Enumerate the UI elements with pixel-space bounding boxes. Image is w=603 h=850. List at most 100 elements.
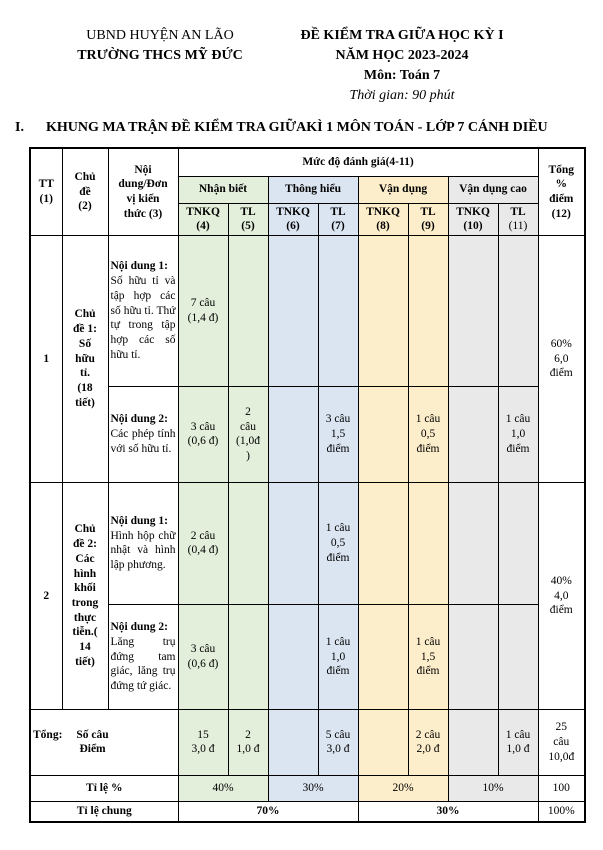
totals-nhanbiet-tl: 2 1,0 đ — [227, 708, 269, 776]
topic1-tong: 60% 6,0 điểm — [537, 234, 586, 483]
content-label: Nội dung 2: — [110, 621, 169, 634]
cell-nhanbiet-tl — [227, 603, 269, 710]
header-col-tnkq-8: TNKQ (8) — [357, 202, 409, 236]
content-label: Nội dung 1: — [110, 260, 169, 273]
cell-vandung-tnkq — [357, 481, 409, 605]
cell-vandung-tnkq — [357, 603, 409, 710]
cell-vandungcao-tl: 1 câu 1,0 điểm — [497, 385, 539, 483]
cell-vandung-tl — [407, 234, 449, 387]
topic2-content2: Nội dung 2: Lăng trụ đứng tam giác, lăng… — [107, 603, 179, 710]
ratio-thonghieu: 30% — [267, 774, 359, 802]
col-abbr: TL — [240, 205, 256, 218]
totals-thonghieu-tnkq — [267, 708, 319, 776]
overall-ratio-row-label: Tỉ lệ chung — [29, 800, 179, 823]
col-num: (4) — [196, 220, 210, 233]
duration: Thời gian: 90 phút — [349, 88, 455, 103]
col-num: (8) — [376, 220, 390, 233]
header-noi-dung: Nội dung/Đơn vị kiến thức (3) — [107, 147, 179, 236]
org-name: UBND HUYỆN AN LÃO — [86, 28, 234, 43]
exam-title: ĐỀ KIỂM TRA GIỮA HỌC KỲ I — [300, 28, 504, 43]
cell-vandungcao-tl — [497, 234, 539, 387]
content-text: Các phép tính với số hữu tỉ. — [110, 428, 176, 455]
content-label: Nội dung 2: — [110, 413, 169, 426]
totals-vandungcao-tl: 1 câu 1,0 đ — [497, 708, 539, 776]
totals-grand-total: 25 câu 10,0đ — [537, 708, 586, 776]
totals-vandungcao-tnkq — [447, 708, 499, 776]
content-text: Hình hộp chữ nhật và hình lập phương. — [110, 529, 176, 572]
section-heading: I. KHUNG MA TRẬN ĐỀ KIỂM TRA GIỮAKÌ 1 MÔ… — [15, 120, 603, 136]
col-num: (10) — [463, 220, 483, 233]
cell-vandung-tl — [407, 481, 449, 605]
totals-vandung-tl: 2 câu 2,0 đ — [407, 708, 449, 776]
cell-nhanbiet-tnkq: 7 câu (1,4 đ) — [177, 234, 229, 387]
cell-vandungcao-tnkq — [447, 234, 499, 387]
cell-thonghieu-tnkq — [267, 385, 319, 483]
header-col-tnkq-10: TNKQ (10) — [447, 202, 499, 236]
col-abbr: TNKQ — [456, 205, 490, 218]
cell-thonghieu-tnkq — [267, 481, 319, 605]
totals-vandung-tnkq — [357, 708, 409, 776]
overall-ratio-left: 70% — [177, 800, 359, 823]
cell-vandungcao-tl — [497, 603, 539, 710]
totals-label: Tổng: — [33, 728, 63, 741]
header-col-tl-9: TL (9) — [407, 202, 449, 236]
subject: Môn: Toán 7 — [363, 68, 441, 83]
col-num: (11) — [508, 220, 528, 233]
totals-nhanbiet-tnkq: 15 3,0 đ — [177, 708, 229, 776]
header-muc-do: Mức độ đánh giá(4-11) — [177, 147, 539, 177]
ratio-total: 100 — [537, 774, 586, 802]
school-name: TRƯỜNG THCS MỸ ĐỨC — [77, 48, 243, 63]
cell-vandungcao-tnkq — [447, 481, 499, 605]
col-abbr: TNKQ — [366, 205, 400, 218]
content-text: Lăng trụ đứng tam giác, lăng trụ đứng tứ… — [110, 635, 176, 693]
cell-vandung-tl: 1 câu 0,5 điểm — [407, 385, 449, 483]
col-num: (6) — [286, 220, 300, 233]
header-col-tl-11: TL (11) — [497, 202, 539, 236]
cell-thonghieu-tl: 1 câu 0,5 điểm — [317, 481, 359, 605]
col-num: (9) — [421, 220, 435, 233]
col-num: (7) — [331, 220, 345, 233]
header-level-thong-hieu: Thông hiểu — [267, 175, 359, 204]
cell-nhanbiet-tnkq: 3 câu (0,6 đ) — [177, 603, 229, 710]
exam-matrix-table: TT (1) Chủ đề (2) Nội dung/Đơn vị kiến t… — [29, 147, 586, 824]
cell-vandung-tnkq — [357, 385, 409, 483]
cell-thonghieu-tl: 1 câu 1,0 điểm — [317, 603, 359, 710]
cell-nhanbiet-tnkq: 3 câu (0,6 đ) — [177, 385, 229, 483]
cell-nhanbiet-tnkq: 2 câu (0,4 đ) — [177, 481, 229, 605]
header-level-van-dung-cao: Vận dụng cao — [447, 175, 539, 204]
header-col-tl-5: TL (5) — [227, 202, 269, 236]
overall-ratio-total: 100% — [537, 800, 586, 823]
topic2-content1: Nội dung 1: Hình hộp chữ nhật và hình lậ… — [107, 481, 179, 605]
cell-vandungcao-tl — [497, 481, 539, 605]
section-title: KHUNG MA TRẬN ĐỀ KIỂM TRA GIỮAKÌ 1 MÔN T… — [45, 120, 548, 135]
school-year: NĂM HỌC 2023-2024 — [335, 48, 469, 63]
col-abbr: TNKQ — [276, 205, 310, 218]
cell-vandung-tnkq — [357, 234, 409, 387]
header-col-tl-7: TL (7) — [317, 202, 359, 236]
topic2-tt: 2 — [29, 481, 63, 710]
topic1-content1: Nội dung 1: Số hữu tỉ và tập hợp các số … — [107, 234, 179, 387]
col-num: (5) — [241, 220, 255, 233]
header-chu-de: Chủ đề (2) — [61, 147, 109, 236]
cell-nhanbiet-tl: 2 câu (1,0đ ) — [227, 385, 269, 483]
totals-sublabel: Số câu Điểm — [76, 728, 109, 756]
section-numeral: I. — [15, 120, 24, 135]
topic2-tong: 40% 4,0 điểm — [537, 481, 586, 710]
totals-thonghieu-tl: 5 câu 3,0 đ — [317, 708, 359, 776]
col-abbr: TL — [330, 205, 346, 218]
cell-thonghieu-tl: 3 câu 1,5 điểm — [317, 385, 359, 483]
header-level-nhan-biet: Nhận biết — [177, 175, 269, 204]
topic2-chu-de: Chủ đề 2: Các hình khối trong thực tiễn.… — [61, 481, 109, 710]
organization-block: UBND HUYỆN AN LÃO TRƯỜNG THCS MỸ ĐỨC — [40, 26, 280, 66]
cell-thonghieu-tnkq — [267, 603, 319, 710]
cell-vandungcao-tnkq — [447, 603, 499, 710]
topic1-content2: Nội dung 2: Các phép tính với số hữu tỉ. — [107, 385, 179, 483]
header-col-tnkq-6: TNKQ (6) — [267, 202, 319, 236]
ratio-nhanbiet: 40% — [177, 774, 269, 802]
ratio-row-label: Tỉ lệ % — [29, 774, 179, 802]
ratio-vandungcao: 10% — [447, 774, 539, 802]
topic1-tt: 1 — [29, 234, 63, 483]
cell-nhanbiet-tl — [227, 481, 269, 605]
content-text: Số hữu tỉ và tập hợp các số hữu tỉ. Thứ … — [110, 275, 176, 361]
totals-row-label: Tổng: Số câu Điểm — [29, 708, 179, 776]
